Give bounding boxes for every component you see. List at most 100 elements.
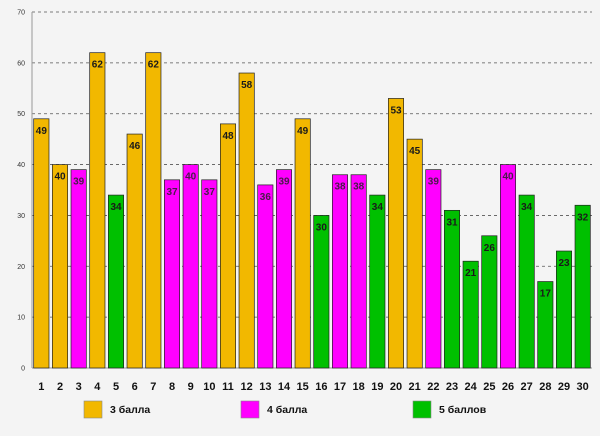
y-tick-label: 60 [17, 60, 25, 67]
bar-21 [406, 138, 423, 369]
x-tick-label: 26 [502, 381, 514, 393]
bar-30 [574, 204, 591, 369]
bar-2 [51, 164, 68, 369]
x-tick-label: 30 [577, 381, 589, 393]
bar-16 [313, 215, 330, 369]
x-tick-label: 16 [315, 381, 327, 393]
bar-11 [220, 123, 237, 369]
data-label: 38 [353, 182, 365, 193]
bar-19 [369, 194, 386, 369]
x-tick-label: 29 [558, 381, 570, 393]
data-label: 39 [278, 177, 290, 188]
data-label: 37 [166, 187, 178, 198]
data-label: 30 [316, 222, 328, 233]
data-label: 39 [73, 177, 85, 188]
x-tick-label: 3 [76, 381, 82, 393]
data-label: 49 [297, 126, 309, 137]
data-label: 49 [36, 126, 48, 137]
bar-28 [537, 281, 554, 369]
y-axis-ticks: 0 10 20 30 40 50 60 70 [17, 10, 25, 373]
bar-1 [33, 118, 50, 369]
data-label: 38 [334, 182, 346, 193]
data-label: 48 [222, 131, 234, 142]
y-tick-label: 70 [17, 10, 25, 17]
data-label: 31 [446, 217, 458, 228]
bar-15 [294, 118, 311, 369]
data-label: 53 [390, 105, 402, 116]
x-tick-label: 9 [188, 381, 194, 393]
data-label: 40 [54, 172, 66, 183]
x-tick-label: 8 [169, 381, 175, 393]
bar-25 [481, 235, 498, 369]
legend: 3 балла 4 балла 5 баллов [83, 400, 487, 419]
data-label: 40 [185, 172, 197, 183]
x-tick-label: 13 [259, 381, 271, 393]
x-tick-label: 18 [353, 381, 365, 393]
bar-7 [145, 52, 162, 369]
data-label: 34 [110, 202, 122, 213]
x-tick-label: 27 [521, 381, 533, 393]
bar-5 [107, 194, 124, 369]
legend-swatch [240, 400, 260, 419]
data-label: 62 [148, 60, 160, 71]
plot-area [32, 12, 592, 368]
bar-8 [164, 179, 181, 369]
bar-6 [126, 133, 143, 369]
data-label: 37 [204, 187, 216, 198]
legend-swatch [412, 400, 432, 419]
legend-label: 5 баллов [439, 404, 487, 416]
y-tick-label: 40 [17, 162, 25, 169]
x-tick-label: 4 [94, 381, 101, 393]
legend-swatch [83, 400, 103, 419]
x-tick-label: 24 [465, 381, 478, 393]
bar-12 [238, 72, 255, 369]
x-tick-label: 19 [371, 381, 383, 393]
bar-14 [276, 169, 293, 369]
x-tick-label: 23 [446, 381, 458, 393]
x-tick-label: 2 [57, 381, 63, 393]
legend-label: 3 балла [110, 404, 150, 416]
data-label: 40 [502, 172, 514, 183]
x-tick-label: 6 [132, 381, 138, 393]
bar-3 [70, 169, 87, 369]
data-label: 34 [521, 202, 533, 213]
x-tick-label: 25 [483, 381, 495, 393]
bar-26 [500, 164, 517, 369]
data-label: 26 [484, 243, 496, 254]
data-label: 36 [260, 192, 272, 203]
y-tick-label: 20 [17, 264, 25, 271]
y-tick-label: 30 [17, 213, 25, 220]
bar-27 [518, 194, 535, 369]
bar-18 [350, 174, 367, 369]
data-label: 32 [577, 212, 589, 223]
data-label: 23 [558, 258, 570, 269]
x-tick-label: 10 [203, 381, 215, 393]
bar-24 [462, 260, 479, 369]
x-tick-label: 22 [427, 381, 439, 393]
data-label: 46 [129, 141, 141, 152]
y-tick-label: 10 [17, 315, 25, 322]
x-tick-label: 12 [241, 381, 253, 393]
x-tick-label: 28 [539, 381, 551, 393]
bar-4 [89, 52, 106, 369]
data-label: 21 [465, 268, 477, 279]
bar-9 [182, 164, 199, 369]
bar-29 [555, 250, 572, 369]
data-label: 34 [372, 202, 384, 213]
data-label: 39 [428, 177, 440, 188]
bar-22 [425, 169, 442, 369]
x-tick-label: 20 [390, 381, 402, 393]
data-labels: 49 40 39 62 34 46 62 37 40 37 48 58 36 39 49 30 38 38 34 53… [36, 60, 589, 300]
x-tick-label: 21 [409, 381, 421, 393]
x-tick-label: 1 [38, 381, 44, 393]
data-label: 17 [540, 289, 552, 300]
data-label: 62 [92, 60, 104, 71]
legend-label: 4 балла [267, 404, 307, 416]
bar-20 [388, 98, 405, 369]
y-tick-label: 0 [21, 366, 25, 373]
x-tick-label: 11 [222, 381, 234, 393]
x-tick-label: 17 [334, 381, 346, 393]
bar-17 [332, 174, 349, 369]
x-axis-labels: 1 2 3 4 5 6 7 8 9 10 11 12 13 14 15 16 17 18 19 20 21 22 23 24 2… [38, 381, 589, 393]
